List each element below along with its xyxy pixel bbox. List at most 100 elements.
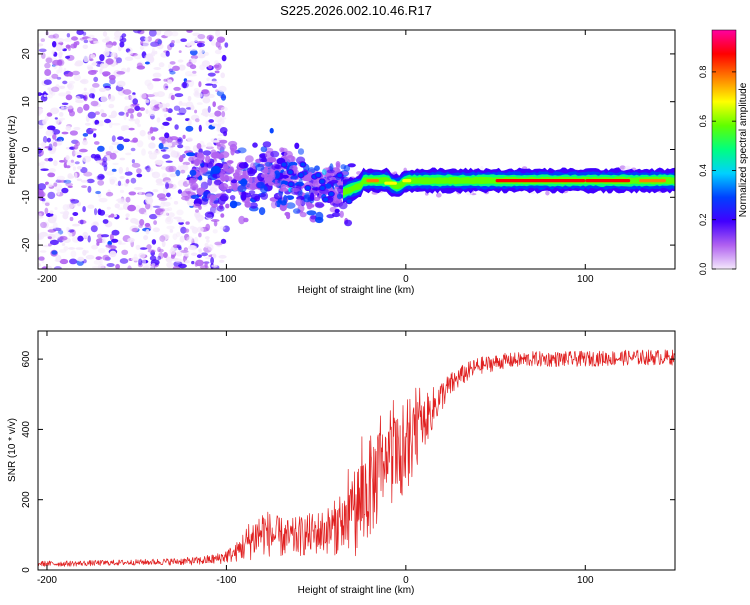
scatter-blob: [216, 143, 226, 151]
noise-blob: [61, 243, 66, 246]
noise-blob: [47, 125, 56, 131]
noise-blob: [153, 150, 160, 155]
scatter-blob: [298, 178, 303, 187]
noise-blob: [98, 209, 106, 216]
noise-blob: [161, 240, 166, 248]
noise-blob: [122, 89, 132, 95]
noise-blob: [82, 133, 89, 137]
noise-blob: [212, 229, 218, 234]
noise-blob: [155, 30, 162, 36]
noise-blob: [137, 123, 141, 128]
noise-blob: [65, 165, 71, 169]
noise-blob: [58, 92, 67, 97]
noise-blob: [123, 138, 130, 143]
scatter-blob: [229, 200, 238, 209]
noise-blob: [127, 50, 134, 56]
noise-blob: [65, 94, 73, 101]
noise-blob: [186, 42, 191, 47]
noise-blob: [163, 252, 168, 258]
noise-blob: [51, 86, 60, 93]
noise-blob: [44, 62, 51, 69]
trace-core-2: [402, 179, 412, 183]
noise-blob: [189, 64, 197, 70]
scatter-blob: [186, 152, 196, 157]
noise-blob: [157, 39, 162, 45]
snr-x-label: Height of straight line (km): [298, 585, 415, 596]
noise-blob: [152, 227, 160, 233]
scatter-blob: [270, 201, 278, 209]
scatter-blob: [314, 165, 320, 171]
noise-blob: [99, 258, 103, 266]
noise-blob: [44, 69, 52, 76]
noise-blob: [198, 232, 202, 238]
noise-blob: [83, 171, 93, 177]
scatter-blob: [291, 187, 300, 192]
noise-blob: [222, 131, 228, 137]
noise-blob: [73, 74, 81, 81]
noise-blob: [104, 118, 111, 124]
noise-blob: [90, 54, 96, 59]
noise-blob: [76, 30, 84, 36]
noise-blob: [208, 119, 214, 123]
noise-blob: [108, 145, 114, 152]
noise-blob: [47, 191, 56, 200]
scatter-blob: [270, 171, 276, 180]
noise-blob: [148, 109, 156, 117]
noise-blob: [119, 258, 129, 264]
noise-blob: [65, 55, 71, 59]
noise-blob: [65, 155, 70, 161]
noise-blob: [58, 85, 66, 90]
noise-blob: [149, 213, 158, 220]
noise-blob: [119, 176, 125, 179]
noise-blob: [60, 105, 65, 109]
noise-blob: [111, 141, 120, 146]
y-tick-label: 10: [21, 96, 32, 108]
noise-blob: [55, 138, 61, 142]
noise-blob: [157, 246, 161, 253]
scatter-blob: [212, 173, 221, 179]
noise-blob: [158, 136, 166, 141]
noise-blob: [163, 113, 168, 118]
noise-blob: [181, 190, 190, 198]
noise-blob: [80, 78, 89, 85]
noise-blob: [174, 124, 179, 130]
noise-blob: [55, 44, 62, 52]
trace-knot: [287, 181, 295, 188]
noise-blob: [63, 179, 72, 184]
noise-blob: [143, 235, 149, 241]
noise-blob: [82, 44, 89, 50]
noise-blob: [106, 263, 115, 267]
noise-blob: [198, 248, 202, 252]
scatter-blob: [291, 156, 296, 163]
trace-core-0: [366, 179, 379, 183]
noise-blob: [163, 83, 169, 91]
noise-blob: [44, 202, 50, 207]
noise-blob: [102, 71, 111, 76]
noise-blob: [40, 191, 46, 197]
noise-blob: [38, 125, 44, 129]
noise-blob: [116, 143, 124, 151]
scatter-blob: [321, 169, 327, 176]
noise-blob: [220, 117, 227, 120]
noise-blob: [58, 112, 64, 117]
noise-blob: [166, 207, 173, 212]
noise-blob: [151, 172, 156, 176]
noise-blob: [130, 217, 138, 224]
noise-blob: [167, 79, 173, 85]
noise-blob: [71, 70, 80, 76]
scatter-blob: [209, 199, 214, 206]
scatter-blob: [277, 179, 283, 184]
noise-blob: [82, 155, 92, 163]
noise-blob: [163, 187, 168, 195]
scatter-blob: [250, 193, 261, 200]
noise-blob: [156, 117, 161, 123]
noise-blob: [195, 118, 200, 123]
noise-blob: [210, 80, 218, 84]
noise-blob: [194, 109, 198, 114]
scatter-blob: [278, 187, 289, 192]
noise-blob: [133, 253, 138, 260]
noise-blob: [95, 190, 101, 195]
noise-blob: [116, 71, 126, 75]
noise-blob: [65, 104, 74, 110]
